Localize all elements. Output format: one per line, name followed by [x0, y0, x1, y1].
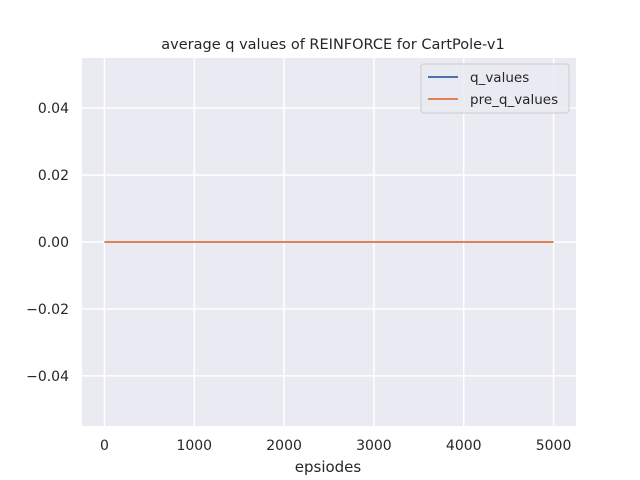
y-tick-label: 0.02 [38, 168, 69, 184]
x-tick-label: 4000 [446, 438, 482, 454]
chart-title: average q values of REINFORCE for CartPo… [161, 37, 504, 53]
x-tick-label: 3000 [356, 438, 392, 454]
x-tick-label: 5000 [536, 438, 572, 454]
x-axis-label: epsiodes [295, 458, 362, 476]
y-tick-label: 0.04 [38, 101, 69, 117]
x-tick-label: 1000 [176, 438, 212, 454]
legend-label: pre_q_values [470, 92, 558, 108]
y-tick-label: 0.00 [38, 235, 69, 251]
y-axis-ticks: −0.04 −0.02 0.00 0.02 0.04 [26, 101, 69, 385]
x-axis-ticks: 0 1000 2000 3000 4000 5000 [100, 438, 571, 454]
x-tick-label: 2000 [266, 438, 302, 454]
y-tick-label: −0.02 [26, 302, 69, 318]
legend-label: q_values [470, 70, 529, 86]
legend: q_values pre_q_values [420, 63, 570, 114]
x-tick-label: 0 [100, 438, 109, 454]
y-tick-label: −0.04 [26, 369, 69, 385]
